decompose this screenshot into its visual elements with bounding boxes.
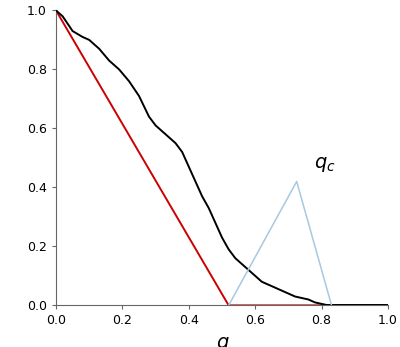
Text: $q_c$: $q_c$ bbox=[314, 155, 336, 174]
Y-axis label: LCC: LCC bbox=[0, 139, 2, 177]
X-axis label: q: q bbox=[216, 333, 228, 347]
